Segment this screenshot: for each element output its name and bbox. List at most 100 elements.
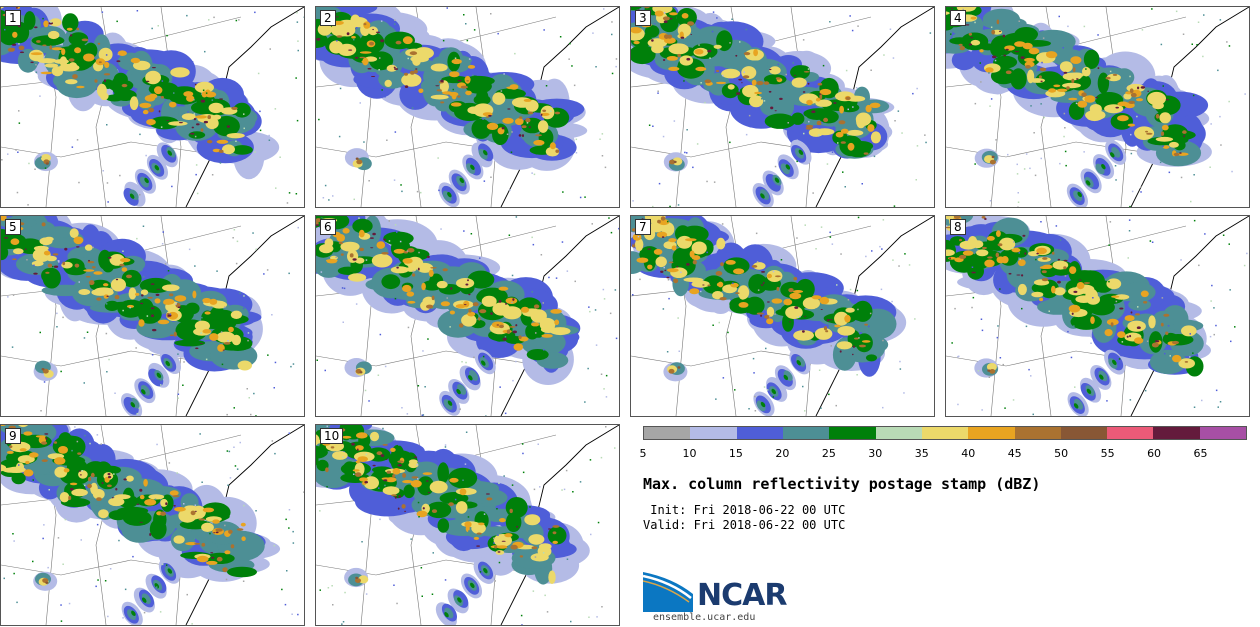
colorbar-tick-label: 65 (1193, 447, 1208, 460)
noise-pixel (32, 479, 34, 481)
noise-pixel (440, 228, 442, 230)
noise-pixel (12, 533, 14, 535)
reflectivity-cell (168, 101, 177, 108)
reflectivity-cell (336, 16, 339, 18)
reflectivity-cell (228, 529, 233, 534)
reflectivity-cell (172, 495, 180, 498)
storm-cluster (989, 369, 996, 374)
reflectivity-cell (1136, 98, 1143, 102)
reflectivity-cell (1165, 99, 1169, 101)
noise-pixel (1161, 297, 1164, 299)
reflectivity-cell (58, 446, 68, 454)
noise-pixel (15, 149, 17, 151)
reflectivity-cell (1014, 41, 1026, 47)
reflectivity-cell (140, 302, 144, 305)
noise-pixel (1129, 75, 1131, 78)
reflectivity-cell (233, 102, 251, 118)
reflectivity-cell (358, 229, 365, 238)
noise-pixel (186, 14, 188, 17)
noise-pixel (508, 234, 511, 236)
reflectivity-cell (486, 497, 493, 501)
reflectivity-cell (218, 149, 224, 153)
reflectivity-cell (1014, 51, 1020, 53)
reflectivity-cell (372, 464, 376, 467)
reflectivity-cell (996, 230, 1001, 237)
reflectivity-cell (528, 534, 545, 545)
noise-pixel (216, 270, 218, 272)
reflectivity-cell (1, 7, 5, 9)
reflectivity-cell (121, 269, 142, 288)
reflectivity-cell (429, 480, 448, 494)
reflectivity-cell (681, 13, 689, 19)
noise-pixel (1083, 151, 1085, 153)
reflectivity-cell (1140, 86, 1146, 89)
noise-pixel (129, 306, 131, 309)
reflectivity-cell (671, 245, 677, 251)
noise-pixel (319, 510, 321, 512)
noise-pixel (205, 92, 208, 94)
noise-pixel (511, 274, 514, 277)
reflectivity-cell (791, 112, 805, 125)
noise-pixel (1064, 127, 1066, 129)
reflectivity-cell (999, 237, 1016, 251)
reflectivity-cell (401, 504, 406, 509)
reflectivity-cell (363, 23, 367, 26)
reflectivity-cell (231, 145, 253, 155)
ncar-logo-icon (643, 572, 693, 612)
reflectivity-cell (68, 495, 72, 501)
reflectivity-cell (88, 476, 92, 482)
reflectivity-cell (713, 44, 722, 49)
noise-pixel (78, 181, 80, 184)
noise-pixel (243, 504, 245, 507)
noise-pixel (696, 143, 699, 145)
noise-pixel (1193, 174, 1195, 176)
reflectivity-cell (651, 44, 664, 54)
reflectivity-cell (395, 40, 402, 45)
noise-pixel (892, 57, 895, 59)
reflectivity-cell (1124, 315, 1135, 322)
noise-pixel (852, 106, 854, 108)
reflectivity-cell (200, 343, 203, 345)
noise-pixel (847, 108, 849, 111)
noise-pixel (1144, 389, 1147, 392)
reflectivity-cell (62, 261, 66, 266)
reflectivity-cell (202, 329, 212, 334)
colorbar-segment (1107, 427, 1154, 439)
noise-pixel (71, 449, 73, 452)
noise-pixel (828, 393, 830, 396)
noise-pixel (4, 28, 6, 31)
reflectivity-cell (542, 109, 547, 113)
reflectivity-cell (49, 18, 62, 27)
noise-pixel (498, 482, 500, 484)
reflectivity-cell (391, 494, 398, 497)
noise-pixel (393, 584, 395, 586)
reflectivity-cell (470, 164, 475, 171)
noise-pixel (266, 269, 269, 271)
reflectivity-cell (1181, 325, 1197, 337)
noise-pixel (855, 87, 858, 89)
reflectivity-cell (742, 84, 759, 98)
noise-pixel (1180, 176, 1183, 179)
noise-pixel (365, 593, 368, 595)
reflectivity-cell (672, 247, 691, 267)
reflectivity-cell (149, 116, 179, 130)
noise-pixel (331, 585, 333, 587)
noise-pixel (227, 484, 229, 486)
reflectivity-cell (404, 510, 407, 512)
reflectivity-cell (98, 61, 102, 64)
noise-pixel (232, 237, 234, 239)
logo-text: NCAR (697, 578, 787, 613)
reflectivity-cell (65, 79, 78, 85)
noise-pixel (35, 64, 37, 66)
noise-pixel (40, 410, 42, 412)
reflectivity-cell (11, 472, 26, 485)
reflectivity-cell (126, 304, 135, 308)
panel-label: 1 (5, 10, 21, 26)
noise-pixel (233, 407, 235, 409)
reflectivity-cell (1161, 124, 1169, 131)
reflectivity-cell (380, 454, 385, 457)
reflectivity-cell (1147, 91, 1166, 106)
reflectivity-cell (369, 431, 380, 442)
noise-pixel (259, 110, 261, 113)
noise-pixel (143, 611, 146, 614)
